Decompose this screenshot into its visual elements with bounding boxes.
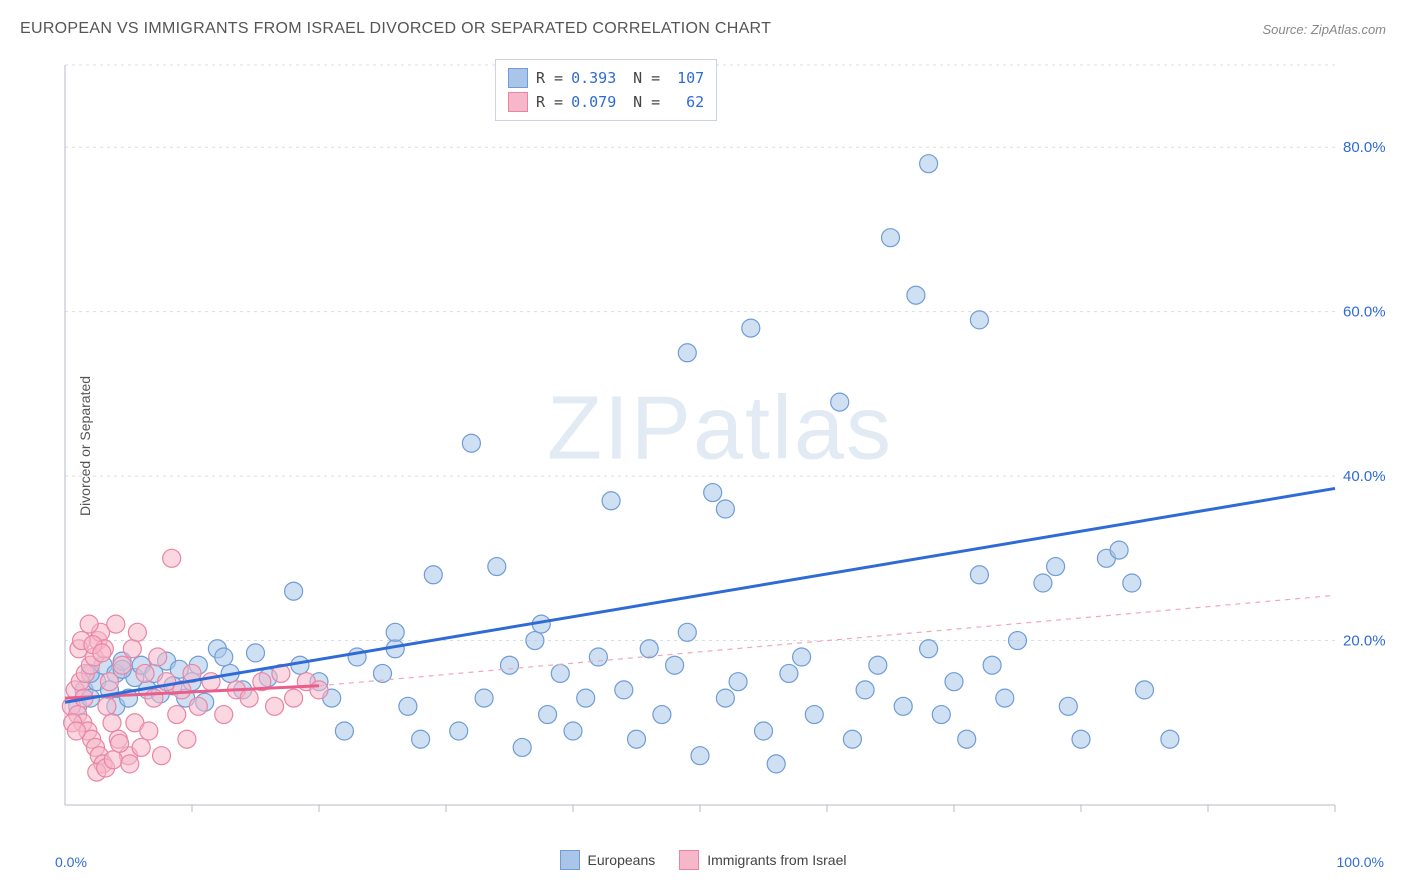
- n-value: 62: [668, 90, 704, 114]
- r-value: 0.393: [571, 66, 625, 90]
- r-label: R =: [536, 66, 563, 90]
- legend-swatch: [560, 850, 580, 870]
- r-label: R =: [536, 90, 563, 114]
- plot-area: ZIPatlas 20.0%40.0%60.0%80.0% R =0.393N …: [55, 55, 1385, 835]
- n-label: N =: [633, 90, 660, 114]
- chart-title: EUROPEAN VS IMMIGRANTS FROM ISRAEL DIVOR…: [20, 20, 771, 38]
- legend-label: Immigrants from Israel: [707, 852, 846, 868]
- legend-swatch: [508, 68, 528, 88]
- n-label: N =: [633, 66, 660, 90]
- legend-label: Europeans: [588, 852, 656, 868]
- chart-header: EUROPEAN VS IMMIGRANTS FROM ISRAEL DIVOR…: [20, 20, 1386, 38]
- legend-swatch: [508, 92, 528, 112]
- svg-text:60.0%: 60.0%: [1343, 304, 1385, 321]
- legend-item: Immigrants from Israel: [679, 850, 846, 870]
- svg-text:80.0%: 80.0%: [1343, 139, 1385, 156]
- svg-text:20.0%: 20.0%: [1343, 633, 1385, 650]
- scatter-svg: 20.0% 40.0% 60.0% 80.0%: [55, 55, 1385, 835]
- correlation-legend: R = 0.393 N = 107 R = 0.079 N = 62: [495, 59, 717, 121]
- r-value: 0.079: [571, 90, 625, 114]
- legend-row: R = 0.393 N = 107: [508, 66, 704, 90]
- source-label: Source: ZipAtlas.com: [1262, 22, 1386, 37]
- legend-item: Europeans: [560, 850, 656, 870]
- legend-row: R = 0.079 N = 62: [508, 90, 704, 114]
- series-legend: Europeans Immigrants from Israel: [0, 850, 1406, 870]
- legend-swatch: [679, 850, 699, 870]
- n-value: 107: [668, 66, 704, 90]
- svg-text:40.0%: 40.0%: [1343, 468, 1385, 485]
